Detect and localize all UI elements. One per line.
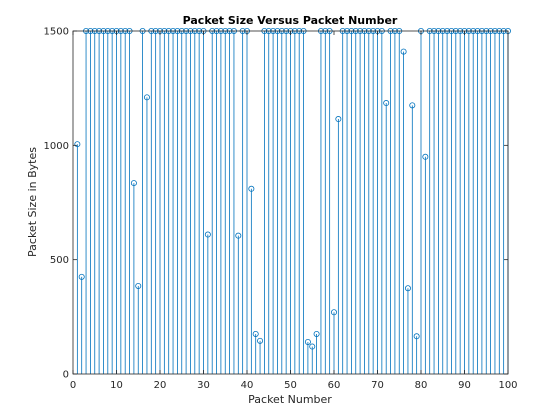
stem-marker	[248, 185, 255, 192]
stem-marker	[74, 141, 81, 148]
stem-marker	[309, 343, 316, 350]
stem-marker	[235, 232, 242, 239]
x-tick-label: 80	[415, 380, 428, 391]
stem-marker	[130, 180, 137, 187]
stem-marker	[252, 330, 259, 337]
x-tick-label: 60	[328, 380, 341, 391]
x-axis-label: Packet Number	[248, 393, 332, 406]
x-tick-label: 20	[154, 380, 167, 391]
x-tick-label: 100	[498, 380, 517, 391]
stem-marker	[304, 338, 311, 345]
y-tick-label: 1500	[44, 27, 69, 38]
x-tick-label: 40	[241, 380, 254, 391]
x-tick-label: 10	[110, 380, 123, 391]
stems-group	[76, 31, 509, 374]
stem-marker	[413, 333, 420, 340]
stem-marker	[335, 116, 342, 123]
markers-group	[74, 27, 511, 350]
x-tick-label: 70	[371, 380, 384, 391]
stem-marker	[204, 231, 211, 238]
y-tick-label: 1000	[44, 141, 69, 152]
stem-marker	[78, 273, 85, 280]
stem-marker	[330, 309, 337, 316]
x-tick-label: 50	[284, 380, 297, 391]
x-tick-label: 0	[70, 380, 76, 391]
chart-title: Packet Size Versus Packet Number	[183, 14, 398, 27]
stem-marker	[313, 330, 320, 337]
stem-marker	[143, 94, 150, 101]
y-tick-label: 500	[50, 255, 69, 266]
stem-marker	[135, 282, 142, 289]
y-tick-label: 0	[63, 370, 69, 381]
x-tick-label: 90	[458, 380, 471, 391]
stem-marker	[383, 100, 390, 107]
stem-marker	[409, 102, 416, 109]
stem-marker	[400, 48, 407, 55]
stem-marker	[257, 337, 264, 344]
stem-marker	[404, 285, 411, 292]
y-axis-label: Packet Size in Bytes	[26, 147, 39, 257]
stem-marker	[422, 153, 429, 160]
x-tick-label: 30	[197, 380, 210, 391]
